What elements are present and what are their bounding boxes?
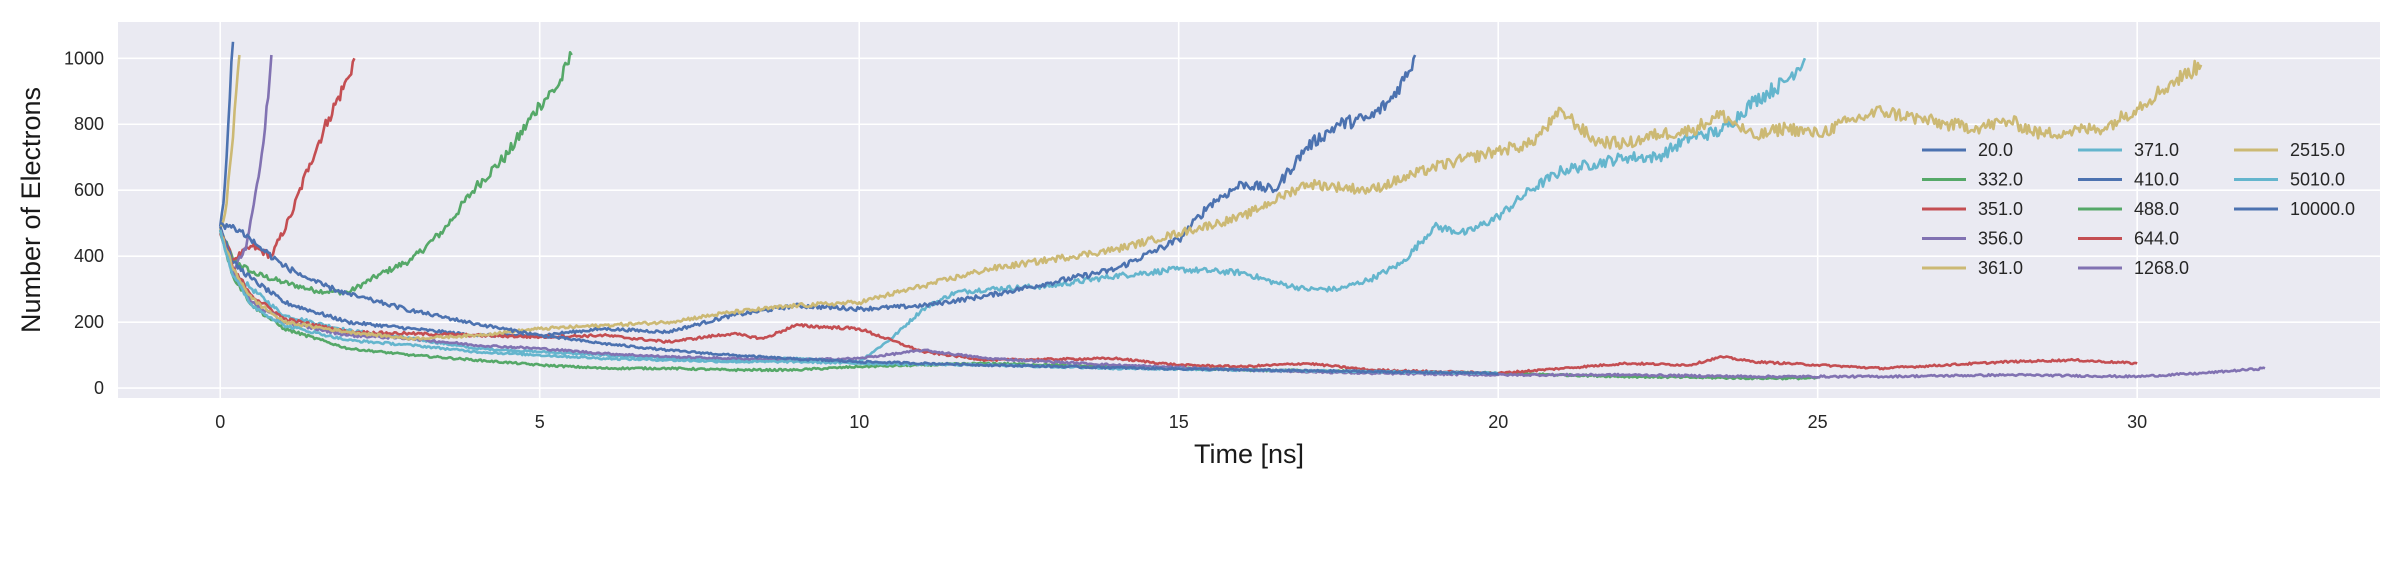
legend-label: 5010.0 (2290, 170, 2345, 190)
x-tick-label: 15 (1169, 412, 1189, 432)
series-line-332.0 (219, 51, 573, 296)
x-tick-label: 30 (2127, 412, 2147, 432)
series-line-410.0 (218, 54, 1417, 338)
y-axis-title: Number of Electrons (16, 87, 46, 333)
series-line-361.0 (218, 54, 241, 231)
y-tick-label: 400 (74, 246, 104, 266)
y-tick-label: 200 (74, 312, 104, 332)
legend-label: 644.0 (2134, 229, 2179, 249)
legend-label: 488.0 (2134, 199, 2179, 219)
x-tick-label: 25 (1808, 412, 1828, 432)
legend-label: 10000.0 (2290, 199, 2355, 219)
legend-label: 371.0 (2134, 140, 2179, 160)
legend-label: 2515.0 (2290, 140, 2345, 160)
series-lines (218, 41, 2266, 381)
legend-label: 332.0 (1978, 170, 2023, 190)
series-line-2515.0 (218, 59, 2203, 341)
x-tick-label: 10 (849, 412, 869, 432)
legend-label: 356.0 (1978, 229, 2023, 249)
series-line-644.0 (218, 229, 2138, 375)
tick-labels: 0 5 10 15 20 25 30 0 200 400 600 800 1000 (64, 48, 2147, 432)
y-tick-label: 600 (74, 180, 104, 200)
legend: 20.0 332.0 351.0 356.0 361.0 371.0 410.0 488.0 6… (1922, 140, 2355, 278)
x-tick-label: 5 (535, 412, 545, 432)
x-axis-title: Time [ns] (1194, 439, 1304, 469)
legend-label: 361.0 (1978, 258, 2023, 278)
y-tick-label: 800 (74, 114, 104, 134)
x-tick-label: 20 (1488, 412, 1508, 432)
series-line-20.0 (218, 41, 235, 227)
x-tick-label: 0 (215, 412, 225, 432)
series-line-371.0 (219, 57, 1807, 364)
legend-label: 351.0 (1978, 199, 2023, 219)
grid (118, 22, 2380, 398)
legend-label: 20.0 (1978, 140, 2013, 160)
legend-label: 1268.0 (2134, 258, 2189, 278)
series-line-10000.0 (219, 221, 1499, 376)
y-tick-label: 0 (94, 378, 104, 398)
y-tick-label: 1000 (64, 48, 104, 68)
legend-label: 410.0 (2134, 170, 2179, 190)
